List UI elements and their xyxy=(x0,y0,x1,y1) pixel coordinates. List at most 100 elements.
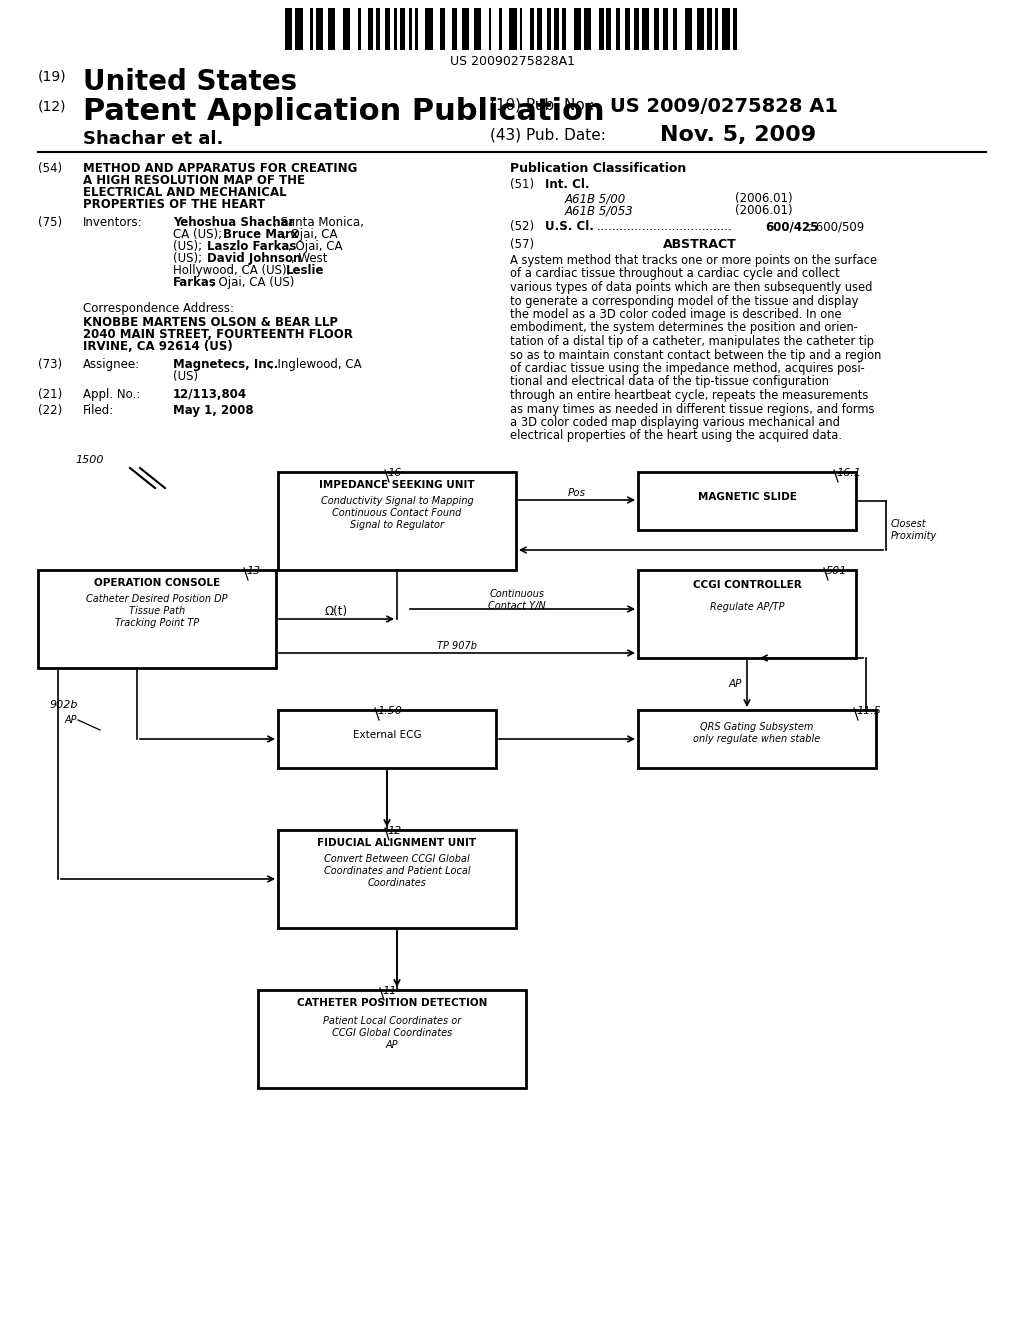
Bar xyxy=(673,8,678,50)
Text: Proximity: Proximity xyxy=(891,531,937,541)
Text: Shachar et al.: Shachar et al. xyxy=(83,129,223,148)
Text: 1500: 1500 xyxy=(75,455,103,465)
Bar xyxy=(328,8,336,50)
Bar xyxy=(415,8,418,50)
Text: 16.1: 16.1 xyxy=(836,469,861,478)
Text: 12/113,804: 12/113,804 xyxy=(173,388,247,401)
Bar xyxy=(310,8,313,50)
Bar xyxy=(638,473,856,531)
Text: AP: AP xyxy=(65,715,78,725)
Text: CCGI CONTROLLER: CCGI CONTROLLER xyxy=(692,579,802,590)
Bar xyxy=(369,8,373,50)
Bar xyxy=(638,710,876,768)
Text: U.S. Cl.: U.S. Cl. xyxy=(545,220,594,234)
Text: 11.5: 11.5 xyxy=(856,706,881,715)
Text: Patient Local Coordinates or: Patient Local Coordinates or xyxy=(323,1016,461,1026)
Text: Assignee:: Assignee: xyxy=(83,358,140,371)
Text: so as to maintain constant contact between the tip and a region: so as to maintain constant contact betwe… xyxy=(510,348,882,362)
Bar xyxy=(295,8,303,50)
Bar xyxy=(462,8,469,50)
Text: Farkas: Farkas xyxy=(173,276,217,289)
Bar xyxy=(440,8,444,50)
Text: ; 600/509: ; 600/509 xyxy=(808,220,864,234)
Text: electrical properties of the heart using the acquired data.: electrical properties of the heart using… xyxy=(510,429,842,442)
Text: (73): (73) xyxy=(38,358,62,371)
Text: (21): (21) xyxy=(38,388,62,401)
Text: CA (US);: CA (US); xyxy=(173,228,226,242)
Text: embodiment, the system determines the position and orien-: embodiment, the system determines the po… xyxy=(510,322,858,334)
Text: (10) Pub. No.:: (10) Pub. No.: xyxy=(490,96,599,112)
Text: Int. Cl.: Int. Cl. xyxy=(545,178,590,191)
Text: of cardiac tissue using the impedance method, acquires posi-: of cardiac tissue using the impedance me… xyxy=(510,362,864,375)
Text: ELECTRICAL AND MECHANICAL: ELECTRICAL AND MECHANICAL xyxy=(83,186,287,199)
Text: Ω(t): Ω(t) xyxy=(325,605,347,618)
Text: AP: AP xyxy=(729,678,742,689)
Text: Nov. 5, 2009: Nov. 5, 2009 xyxy=(660,125,816,145)
Bar xyxy=(615,8,621,50)
Bar xyxy=(357,8,360,50)
Text: through an entire heartbeat cycle, repeats the measurements: through an entire heartbeat cycle, repea… xyxy=(510,389,868,403)
Text: , Santa Monica,: , Santa Monica, xyxy=(273,216,364,228)
Text: A HIGH RESOLUTION MAP OF THE: A HIGH RESOLUTION MAP OF THE xyxy=(83,174,305,187)
Bar xyxy=(410,8,412,50)
Text: Appl. No.:: Appl. No.: xyxy=(83,388,140,401)
Bar xyxy=(732,8,737,50)
Bar xyxy=(385,8,390,50)
Bar xyxy=(638,570,856,657)
Text: , Inglewood, CA: , Inglewood, CA xyxy=(270,358,361,371)
Text: , Ojai, CA: , Ojai, CA xyxy=(283,228,338,242)
Text: TP 907b: TP 907b xyxy=(437,642,477,651)
Text: May 1, 2008: May 1, 2008 xyxy=(173,404,254,417)
Text: (US);: (US); xyxy=(173,240,206,253)
Bar xyxy=(625,8,630,50)
Text: (52): (52) xyxy=(510,220,535,234)
Text: various types of data points which are then subsequently used: various types of data points which are t… xyxy=(510,281,872,294)
Text: Patent Application Publication: Patent Application Publication xyxy=(83,96,604,125)
Bar xyxy=(554,8,559,50)
Text: Conductivity Signal to Mapping: Conductivity Signal to Mapping xyxy=(321,496,473,506)
Text: Filed:: Filed: xyxy=(83,404,115,417)
Bar xyxy=(315,8,324,50)
Text: (75): (75) xyxy=(38,216,62,228)
Bar xyxy=(400,8,404,50)
Bar xyxy=(376,8,380,50)
Text: (US): (US) xyxy=(173,370,198,383)
Text: David Johnson: David Johnson xyxy=(207,252,301,265)
Bar xyxy=(278,710,496,768)
Bar xyxy=(453,8,457,50)
Text: Leslie: Leslie xyxy=(286,264,325,277)
Text: Contact Y/N: Contact Y/N xyxy=(488,601,546,611)
Text: 600/425: 600/425 xyxy=(765,220,818,234)
Text: , Ojai, CA: , Ojai, CA xyxy=(288,240,342,253)
Text: US 20090275828A1: US 20090275828A1 xyxy=(450,55,574,69)
Text: US 2009/0275828 A1: US 2009/0275828 A1 xyxy=(610,96,838,116)
Text: , West: , West xyxy=(291,252,328,265)
Text: 1.50: 1.50 xyxy=(377,706,401,715)
Bar xyxy=(715,8,718,50)
Text: 2040 MAIN STREET, FOURTEENTH FLOOR: 2040 MAIN STREET, FOURTEENTH FLOOR xyxy=(83,327,353,341)
Text: (2006.01): (2006.01) xyxy=(735,205,793,216)
Text: CCGI Global Coordinates: CCGI Global Coordinates xyxy=(332,1028,453,1038)
Text: METHOD AND APPARATUS FOR CREATING: METHOD AND APPARATUS FOR CREATING xyxy=(83,162,357,176)
Bar xyxy=(519,8,522,50)
Text: (2006.01): (2006.01) xyxy=(735,191,793,205)
Bar xyxy=(599,8,603,50)
Bar xyxy=(664,8,668,50)
Text: the model as a 3D color coded image is described. In one: the model as a 3D color coded image is d… xyxy=(510,308,842,321)
Text: tional and electrical data of the tip-tissue configuration: tional and electrical data of the tip-ti… xyxy=(510,375,829,388)
Text: Closest: Closest xyxy=(891,519,927,529)
Bar xyxy=(474,8,481,50)
Bar xyxy=(38,570,276,668)
Text: Tissue Path: Tissue Path xyxy=(129,606,185,616)
Text: (57): (57) xyxy=(510,238,535,251)
Text: (19): (19) xyxy=(38,70,67,84)
Text: to generate a corresponding model of the tissue and display: to generate a corresponding model of the… xyxy=(510,294,858,308)
Bar xyxy=(685,8,692,50)
Bar xyxy=(584,8,592,50)
Text: ABSTRACT: ABSTRACT xyxy=(664,238,737,251)
Text: Coordinates: Coordinates xyxy=(368,878,426,888)
Text: Laszlo Farkas: Laszlo Farkas xyxy=(207,240,296,253)
Bar xyxy=(573,8,582,50)
Text: Continuous Contact Found: Continuous Contact Found xyxy=(333,508,462,517)
Text: External ECG: External ECG xyxy=(352,730,421,741)
